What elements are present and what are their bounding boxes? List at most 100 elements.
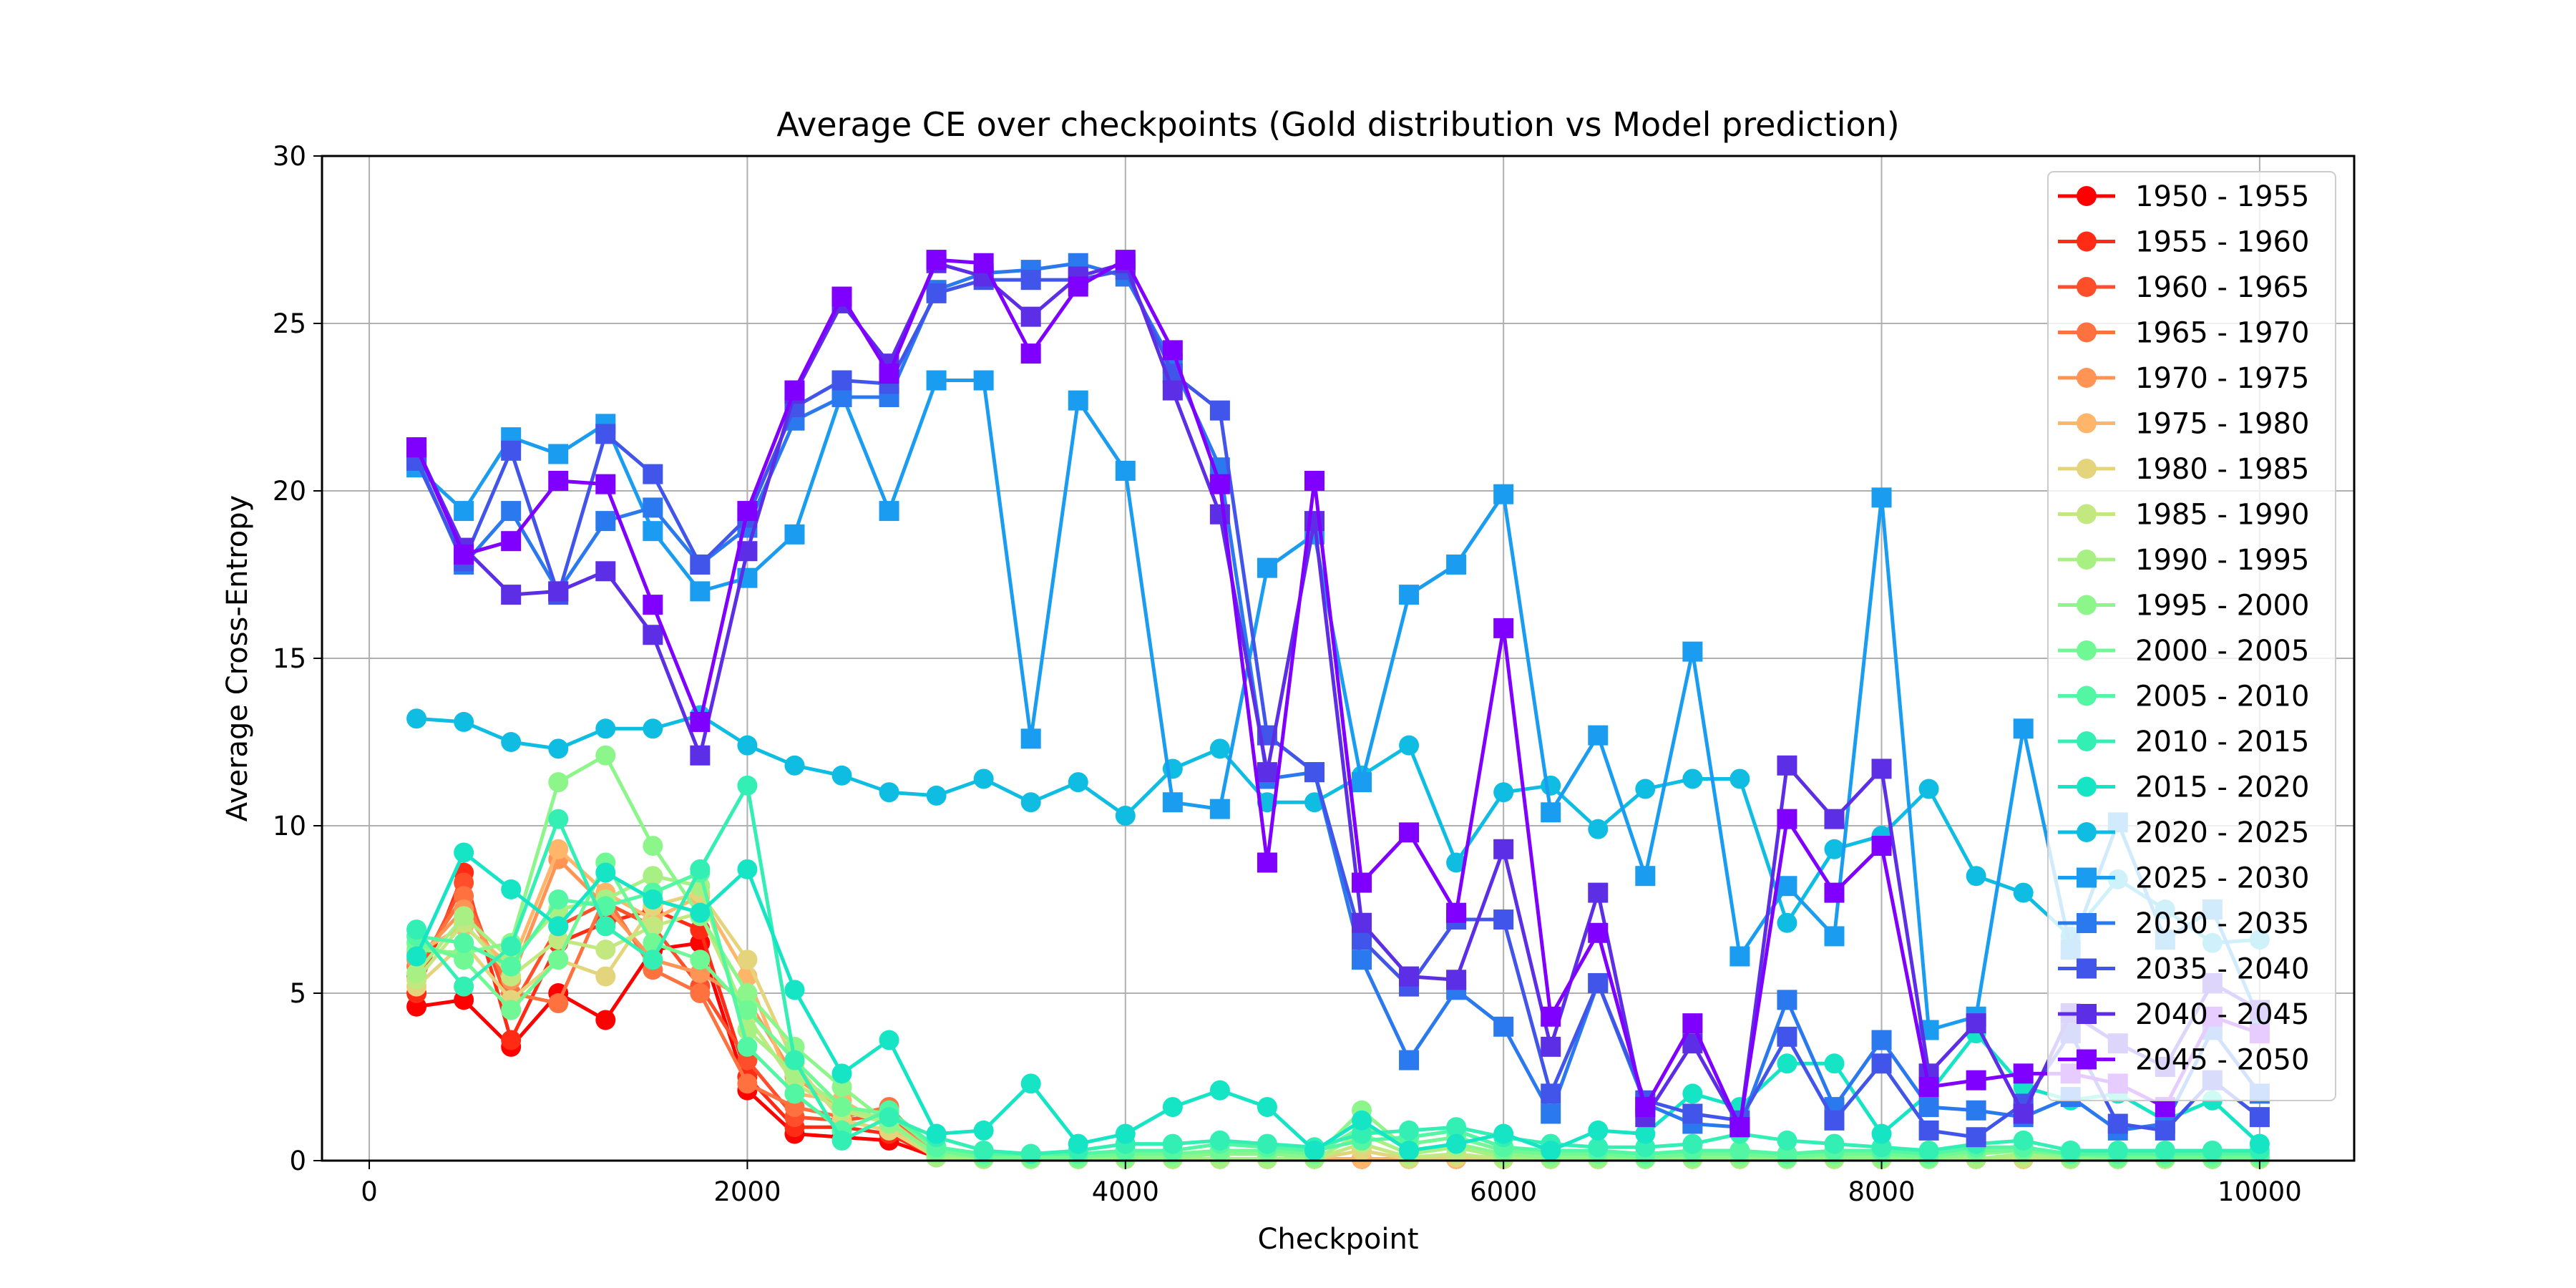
series-2045-2050	[406, 250, 2270, 1138]
data-point	[784, 980, 805, 1000]
data-point	[1493, 909, 1514, 930]
data-point	[643, 950, 663, 970]
data-point	[1966, 1013, 1986, 1034]
data-point	[595, 424, 616, 444]
series-layer	[406, 250, 2270, 1169]
data-point	[501, 1030, 522, 1050]
data-point	[1871, 1030, 1892, 1050]
data-point	[831, 386, 852, 407]
data-point	[1020, 343, 1041, 364]
y-tick-label: 10	[273, 811, 306, 841]
data-point	[548, 444, 569, 464]
data-point	[1541, 1036, 1561, 1057]
data-point	[1918, 1140, 1939, 1161]
data-point	[1918, 1120, 1939, 1141]
data-point	[879, 782, 899, 803]
data-point	[2155, 1120, 2175, 1141]
legend-label: 2040 - 2045	[2135, 998, 2309, 1031]
data-point	[1777, 1053, 1797, 1074]
data-point	[690, 983, 711, 1003]
data-point	[1966, 1070, 1986, 1091]
series-line	[414, 268, 2261, 1139]
data-point	[1068, 390, 1088, 411]
y-tick-label: 0	[289, 1146, 306, 1176]
data-point	[1399, 1140, 1420, 1161]
data-point	[973, 1140, 994, 1161]
data-point	[737, 1000, 758, 1020]
data-point	[973, 1120, 994, 1141]
legend-label: 1980 - 1985	[2135, 453, 2309, 486]
data-point	[595, 862, 616, 883]
legend-label: 2035 - 2040	[2135, 953, 2309, 986]
data-point	[1352, 912, 1372, 933]
data-point	[690, 745, 711, 766]
data-point	[2249, 1133, 2270, 1154]
data-point	[548, 581, 569, 602]
data-point	[1352, 1110, 1372, 1131]
legend-item: 2025 - 2030	[2058, 862, 2309, 895]
data-point	[1541, 775, 1561, 796]
data-point	[1635, 1097, 1656, 1118]
data-point	[595, 966, 616, 987]
data-point	[1824, 1053, 1845, 1074]
legend-marker	[2077, 277, 2097, 297]
data-point	[879, 501, 899, 522]
data-point	[1635, 866, 1656, 887]
data-point	[1399, 735, 1420, 756]
series-line	[414, 850, 2261, 1153]
data-point	[1446, 1133, 1467, 1154]
data-point	[1304, 762, 1324, 783]
data-point	[643, 497, 663, 518]
legend-label: 1960 - 1965	[2135, 271, 2309, 304]
data-point	[879, 1107, 899, 1128]
data-point	[831, 765, 852, 786]
legend-marker	[2077, 186, 2097, 206]
data-point	[595, 1010, 616, 1030]
legend-marker	[2077, 776, 2097, 797]
legend-marker	[2077, 595, 2097, 615]
legend-item: 2010 - 2015	[2058, 726, 2309, 758]
legend-item: 2015 - 2020	[2058, 771, 2309, 804]
data-point	[595, 718, 616, 739]
data-point	[1399, 822, 1420, 843]
data-point	[737, 775, 758, 796]
data-point	[1682, 1133, 1703, 1154]
data-point	[548, 916, 569, 937]
legend-marker	[2077, 822, 2097, 842]
data-point	[831, 1130, 852, 1151]
axis-ticks: 0 2000 4000 6000 8000 10000 0 5 10 15 20 25 30	[273, 141, 2302, 1207]
data-point	[595, 916, 616, 937]
legend-marker	[2077, 913, 2097, 933]
data-point	[1446, 902, 1467, 923]
data-point	[1777, 1130, 1797, 1151]
legend-marker	[2077, 459, 2097, 479]
legend-marker	[2077, 231, 2097, 252]
y-tick-label: 5	[289, 978, 306, 1009]
data-point	[973, 253, 994, 273]
legend-marker	[2077, 504, 2097, 525]
data-point	[2060, 1140, 2081, 1161]
legend-label: 2020 - 2025	[2135, 816, 2309, 849]
data-point	[1493, 839, 1514, 859]
data-point	[643, 464, 663, 484]
data-point	[1020, 1073, 1041, 1094]
data-point	[643, 521, 663, 542]
data-point	[1068, 1133, 1088, 1154]
data-point	[501, 585, 522, 605]
data-point	[1682, 1103, 1703, 1124]
data-point	[1115, 460, 1136, 481]
data-point	[1257, 792, 1277, 813]
data-point	[548, 738, 569, 759]
data-point	[454, 932, 474, 953]
legend: 1950 - 1955 1955 - 1960 1960 - 1965 1965 - …	[2047, 171, 2336, 1101]
legend-marker	[2077, 550, 2097, 570]
series-2040-2045	[406, 253, 2270, 1138]
data-point	[737, 1036, 758, 1057]
data-point	[1352, 950, 1372, 970]
data-point	[406, 437, 427, 458]
data-point	[406, 919, 427, 940]
legend-marker	[2077, 1049, 2097, 1070]
data-point	[1399, 1120, 1420, 1141]
data-point	[1446, 970, 1467, 990]
